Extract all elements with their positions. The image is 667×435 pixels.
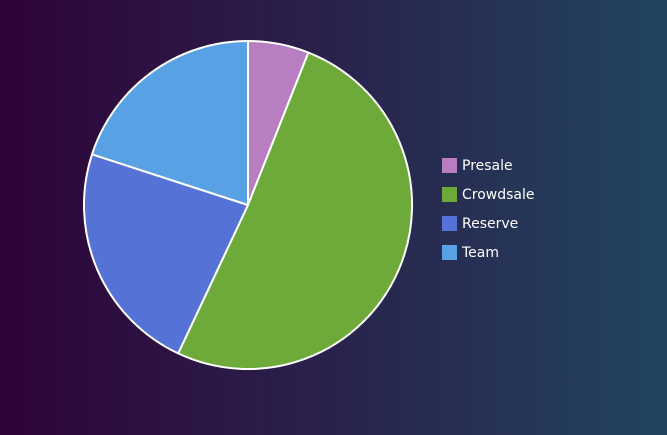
pie-slice-crowdsale: [177, 51, 414, 371]
legend-item-reserve: Reserve: [442, 209, 535, 238]
legend-swatch: [442, 245, 457, 260]
legend-item-crowdsale: Crowdsale: [442, 180, 535, 209]
legend-label: Team: [462, 244, 500, 261]
legend-swatch: [442, 158, 457, 173]
legend-swatch: [442, 187, 457, 202]
legend-item-team: Team: [442, 238, 535, 267]
legend-label: Reserve: [462, 215, 519, 232]
legend-swatch: [442, 216, 457, 231]
legend-label: Crowdsale: [462, 186, 535, 203]
chart-legend: Presale Crowdsale Reserve Team: [442, 151, 535, 267]
legend-item-presale: Presale: [442, 151, 535, 180]
legend-label: Presale: [462, 157, 513, 174]
pie-slice-reserve: [83, 153, 249, 355]
pie-slice-team: [91, 40, 249, 206]
